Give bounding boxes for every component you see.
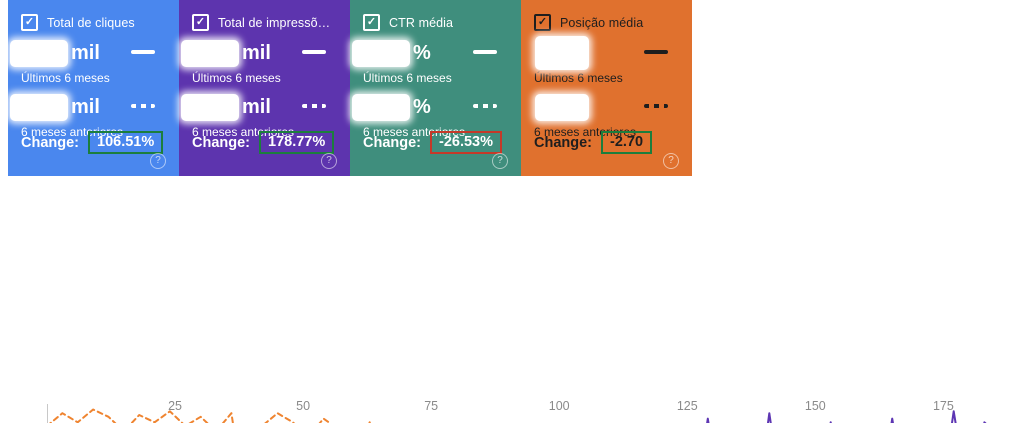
redacted-value: [181, 93, 239, 121]
change-value-annotation: 106.51%: [88, 131, 164, 154]
x-axis-tick-label: 50: [296, 399, 311, 413]
value-suffix: mil: [242, 95, 271, 118]
chart-canvas[interactable]: [47, 404, 1010, 423]
solid-line-legend-icon: [131, 50, 155, 54]
change-label: Change:: [21, 134, 79, 151]
metric-title: CTR média: [389, 15, 454, 30]
x-axis-tick-label: 25: [168, 399, 182, 413]
period-caption: Últimos 6 meses: [192, 71, 281, 85]
help-icon[interactable]: ?: [663, 153, 679, 169]
redacted-value: [352, 39, 410, 67]
redacted-value: [10, 39, 68, 67]
dashed-line-legend-icon: [644, 104, 668, 108]
change-label: Change:: [192, 134, 250, 151]
x-axis-tick-label: 125: [676, 399, 698, 413]
value-suffix: mil: [71, 41, 100, 64]
help-icon[interactable]: ?: [150, 153, 166, 169]
dashed-line-legend-icon: [131, 104, 155, 108]
dashed-line-legend-icon: [302, 104, 326, 108]
redacted-value: [352, 93, 410, 121]
performance-line-chart[interactable]: 25 50 75 100 125 150 175: [0, 195, 1024, 423]
value-suffix: %: [413, 41, 431, 64]
period-caption: Últimos 6 meses: [21, 71, 110, 85]
change-value-annotation: -26.53%: [430, 131, 503, 154]
checkbox-checked-icon[interactable]: ✓: [21, 14, 38, 31]
period-caption: 6 meses anteriores: [192, 125, 295, 139]
x-axis-tick-label: 175: [932, 399, 954, 413]
solid-line-legend-icon: [644, 50, 668, 54]
metric-card-total-impressions[interactable]: ✓ Total de impressõ… mil Últimos 6 meses…: [179, 0, 350, 176]
metric-cards: ✓ Total de cliques mil Últimos 6 meses m…: [8, 0, 692, 176]
metric-card-avg-position[interactable]: ✓ Posição média Últimos 6 meses 6 meses …: [521, 0, 692, 176]
help-icon[interactable]: ?: [492, 153, 508, 169]
period-caption: 6 meses anteriores: [21, 125, 124, 139]
change-value-annotation: -2.70: [601, 131, 653, 154]
change-label: Change:: [534, 134, 592, 151]
help-icon[interactable]: ?: [321, 153, 337, 169]
metric-title: Posição média: [560, 15, 644, 30]
solid-line-legend-icon: [473, 50, 497, 54]
change-value-annotation: 178.77%: [259, 131, 335, 154]
metric-title: Total de impressõ…: [218, 15, 331, 30]
chart-line: [49, 408, 371, 423]
value-suffix: %: [413, 95, 431, 118]
metric-card-total-clicks[interactable]: ✓ Total de cliques mil Últimos 6 meses m…: [8, 0, 179, 176]
redacted-value: [535, 93, 589, 121]
metric-title: Total de cliques: [47, 15, 135, 30]
change-label: Change:: [363, 134, 421, 151]
redacted-value: [10, 93, 68, 121]
period-caption: 6 meses anteriores: [534, 125, 637, 139]
checkbox-checked-icon[interactable]: ✓: [192, 14, 209, 31]
dashed-line-legend-icon: [473, 104, 497, 108]
value-suffix: mil: [242, 41, 271, 64]
period-caption: Últimos 6 meses: [534, 71, 623, 85]
metric-card-avg-ctr[interactable]: ✓ CTR média % Últimos 6 meses % 6 meses …: [350, 0, 521, 176]
x-axis-tick-label: 75: [424, 399, 439, 413]
x-axis-ticks: 25 50 75 100 125 150 175: [0, 195, 1024, 423]
period-caption: 6 meses anteriores: [363, 125, 466, 139]
x-axis-tick-label: 150: [804, 399, 826, 413]
redacted-value: [535, 36, 589, 70]
checkbox-checked-icon[interactable]: ✓: [363, 14, 380, 31]
x-axis-tick-label: 100: [548, 399, 570, 413]
checkbox-checked-icon[interactable]: ✓: [534, 14, 551, 31]
solid-line-legend-icon: [302, 50, 326, 54]
value-suffix: mil: [71, 95, 100, 118]
redacted-value: [181, 39, 239, 67]
period-caption: Últimos 6 meses: [363, 71, 452, 85]
